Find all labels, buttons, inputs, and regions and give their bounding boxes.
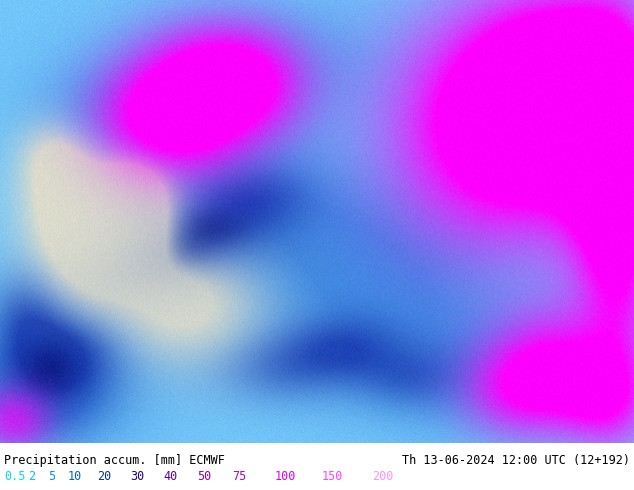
Text: 75: 75 (232, 470, 246, 483)
Text: 10: 10 (68, 470, 82, 483)
Text: 2: 2 (28, 470, 35, 483)
Text: 200: 200 (372, 470, 393, 483)
Text: 40: 40 (163, 470, 178, 483)
Text: 30: 30 (130, 470, 145, 483)
Text: 20: 20 (97, 470, 111, 483)
Text: 50: 50 (197, 470, 211, 483)
Text: Precipitation accum. [mm] ECMWF: Precipitation accum. [mm] ECMWF (4, 454, 225, 466)
Text: 5: 5 (48, 470, 55, 483)
Text: 100: 100 (275, 470, 296, 483)
Text: 150: 150 (322, 470, 344, 483)
Text: Th 13-06-2024 12:00 UTC (12+192): Th 13-06-2024 12:00 UTC (12+192) (402, 454, 630, 466)
Text: 0.5: 0.5 (4, 470, 25, 483)
